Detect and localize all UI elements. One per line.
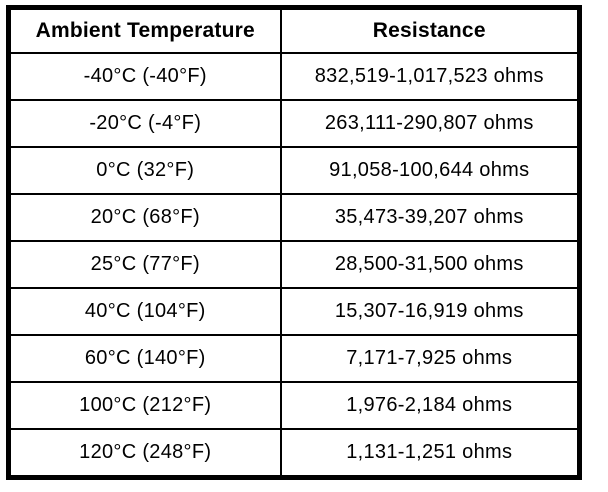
resistance-cell: 35,473-39,207 ohms: [279, 193, 581, 242]
col-header-ambient-temperature: Ambient Temperature: [7, 6, 282, 54]
table-row: -20°C (-4°F) 263,111-290,807 ohms: [7, 99, 581, 148]
table-row: 100°C (212°F) 1,976-2,184 ohms: [7, 381, 581, 430]
resistance-cell: 91,058-100,644 ohms: [279, 146, 581, 195]
resistance-cell: 1,131-1,251 ohms: [279, 428, 581, 479]
table-row: 40°C (104°F) 15,307-16,919 ohms: [7, 287, 581, 336]
temperature-cell: 40°C (104°F): [7, 287, 282, 336]
col-header-resistance: Resistance: [279, 6, 581, 54]
table-row: 120°C (248°F) 1,131-1,251 ohms: [7, 428, 581, 479]
temperature-cell: 60°C (140°F): [7, 334, 282, 383]
temperature-cell: 120°C (248°F): [7, 428, 282, 479]
temperature-cell: -40°C (-40°F): [7, 52, 282, 101]
table-row: -40°C (-40°F) 832,519-1,017,523 ohms: [7, 52, 581, 101]
table-row: 60°C (140°F) 7,171-7,925 ohms: [7, 334, 581, 383]
resistance-cell: 1,976-2,184 ohms: [279, 381, 581, 430]
table-row: 0°C (32°F) 91,058-100,644 ohms: [7, 146, 581, 195]
resistance-cell: 832,519-1,017,523 ohms: [279, 52, 581, 101]
table-row: 25°C (77°F) 28,500-31,500 ohms: [7, 240, 581, 289]
temperature-cell: 0°C (32°F): [7, 146, 282, 195]
header-row: Ambient Temperature Resistance: [7, 6, 581, 54]
temperature-cell: 20°C (68°F): [7, 193, 282, 242]
resistance-cell: 15,307-16,919 ohms: [279, 287, 581, 336]
temperature-cell: -20°C (-4°F): [7, 99, 282, 148]
resistance-cell: 263,111-290,807 ohms: [279, 99, 581, 148]
resistance-cell: 28,500-31,500 ohms: [279, 240, 581, 289]
resistance-cell: 7,171-7,925 ohms: [279, 334, 581, 383]
temperature-resistance-table: Ambient Temperature Resistance -40°C (-4…: [6, 5, 582, 480]
temperature-cell: 100°C (212°F): [7, 381, 282, 430]
table-row: 20°C (68°F) 35,473-39,207 ohms: [7, 193, 581, 242]
temperature-cell: 25°C (77°F): [7, 240, 282, 289]
